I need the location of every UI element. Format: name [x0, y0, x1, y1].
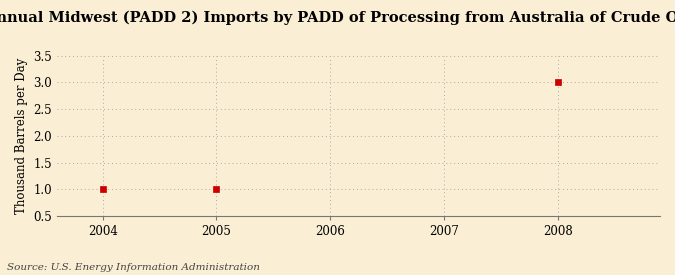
Y-axis label: Thousand Barrels per Day: Thousand Barrels per Day [15, 58, 28, 214]
Text: Annual Midwest (PADD 2) Imports by PADD of Processing from Australia of Crude Oi: Annual Midwest (PADD 2) Imports by PADD … [0, 11, 675, 25]
Text: Source: U.S. Energy Information Administration: Source: U.S. Energy Information Administ… [7, 263, 260, 272]
